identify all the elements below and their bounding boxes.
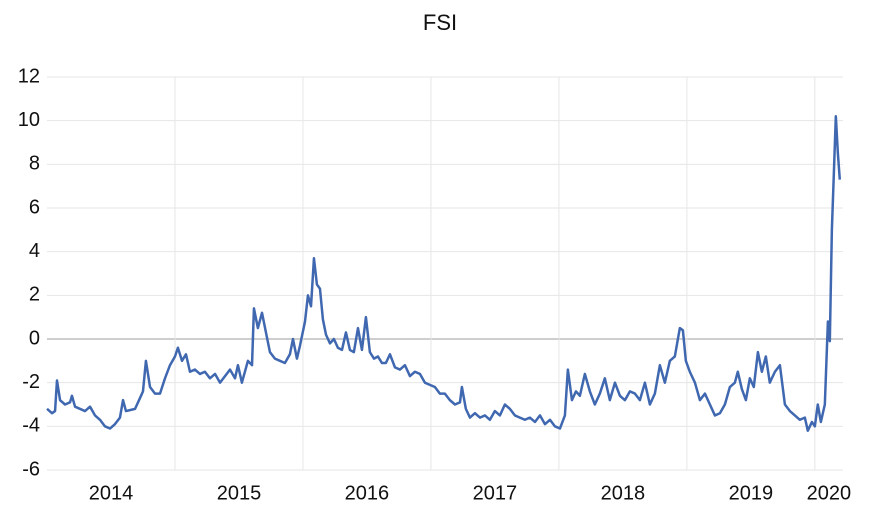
x-tick-label: 2015 — [217, 482, 262, 504]
axes: -6 -4 -2 0 2 4 6 8 10 12 2014 2015 2016 2017 2018 2019 2… — [18, 65, 851, 504]
y-tick-label: 4 — [29, 240, 40, 262]
y-tick-label: -4 — [22, 415, 40, 437]
y-tick-label: -2 — [22, 371, 40, 393]
x-tick-label: 2019 — [729, 482, 774, 504]
x-tick-label: 2018 — [601, 482, 646, 504]
y-tick-label: 0 — [29, 327, 40, 349]
y-tick-label: 10 — [18, 109, 40, 131]
y-tick-label: 2 — [29, 284, 40, 306]
plot-area — [46, 115, 842, 432]
chart-title: FSI — [423, 10, 457, 35]
grid — [47, 76, 843, 471]
y-tick-label: 12 — [18, 65, 40, 87]
line-series — [46, 115, 842, 432]
y-tick-label: 8 — [29, 153, 40, 175]
x-tick-label: 2014 — [89, 482, 134, 504]
y-tick-label: -6 — [22, 458, 40, 480]
y-tick-label: 6 — [29, 196, 40, 218]
x-tick-label: 2016 — [345, 482, 390, 504]
x-tick-label: 2017 — [473, 482, 518, 504]
x-tick-label: 2020 — [807, 482, 852, 504]
